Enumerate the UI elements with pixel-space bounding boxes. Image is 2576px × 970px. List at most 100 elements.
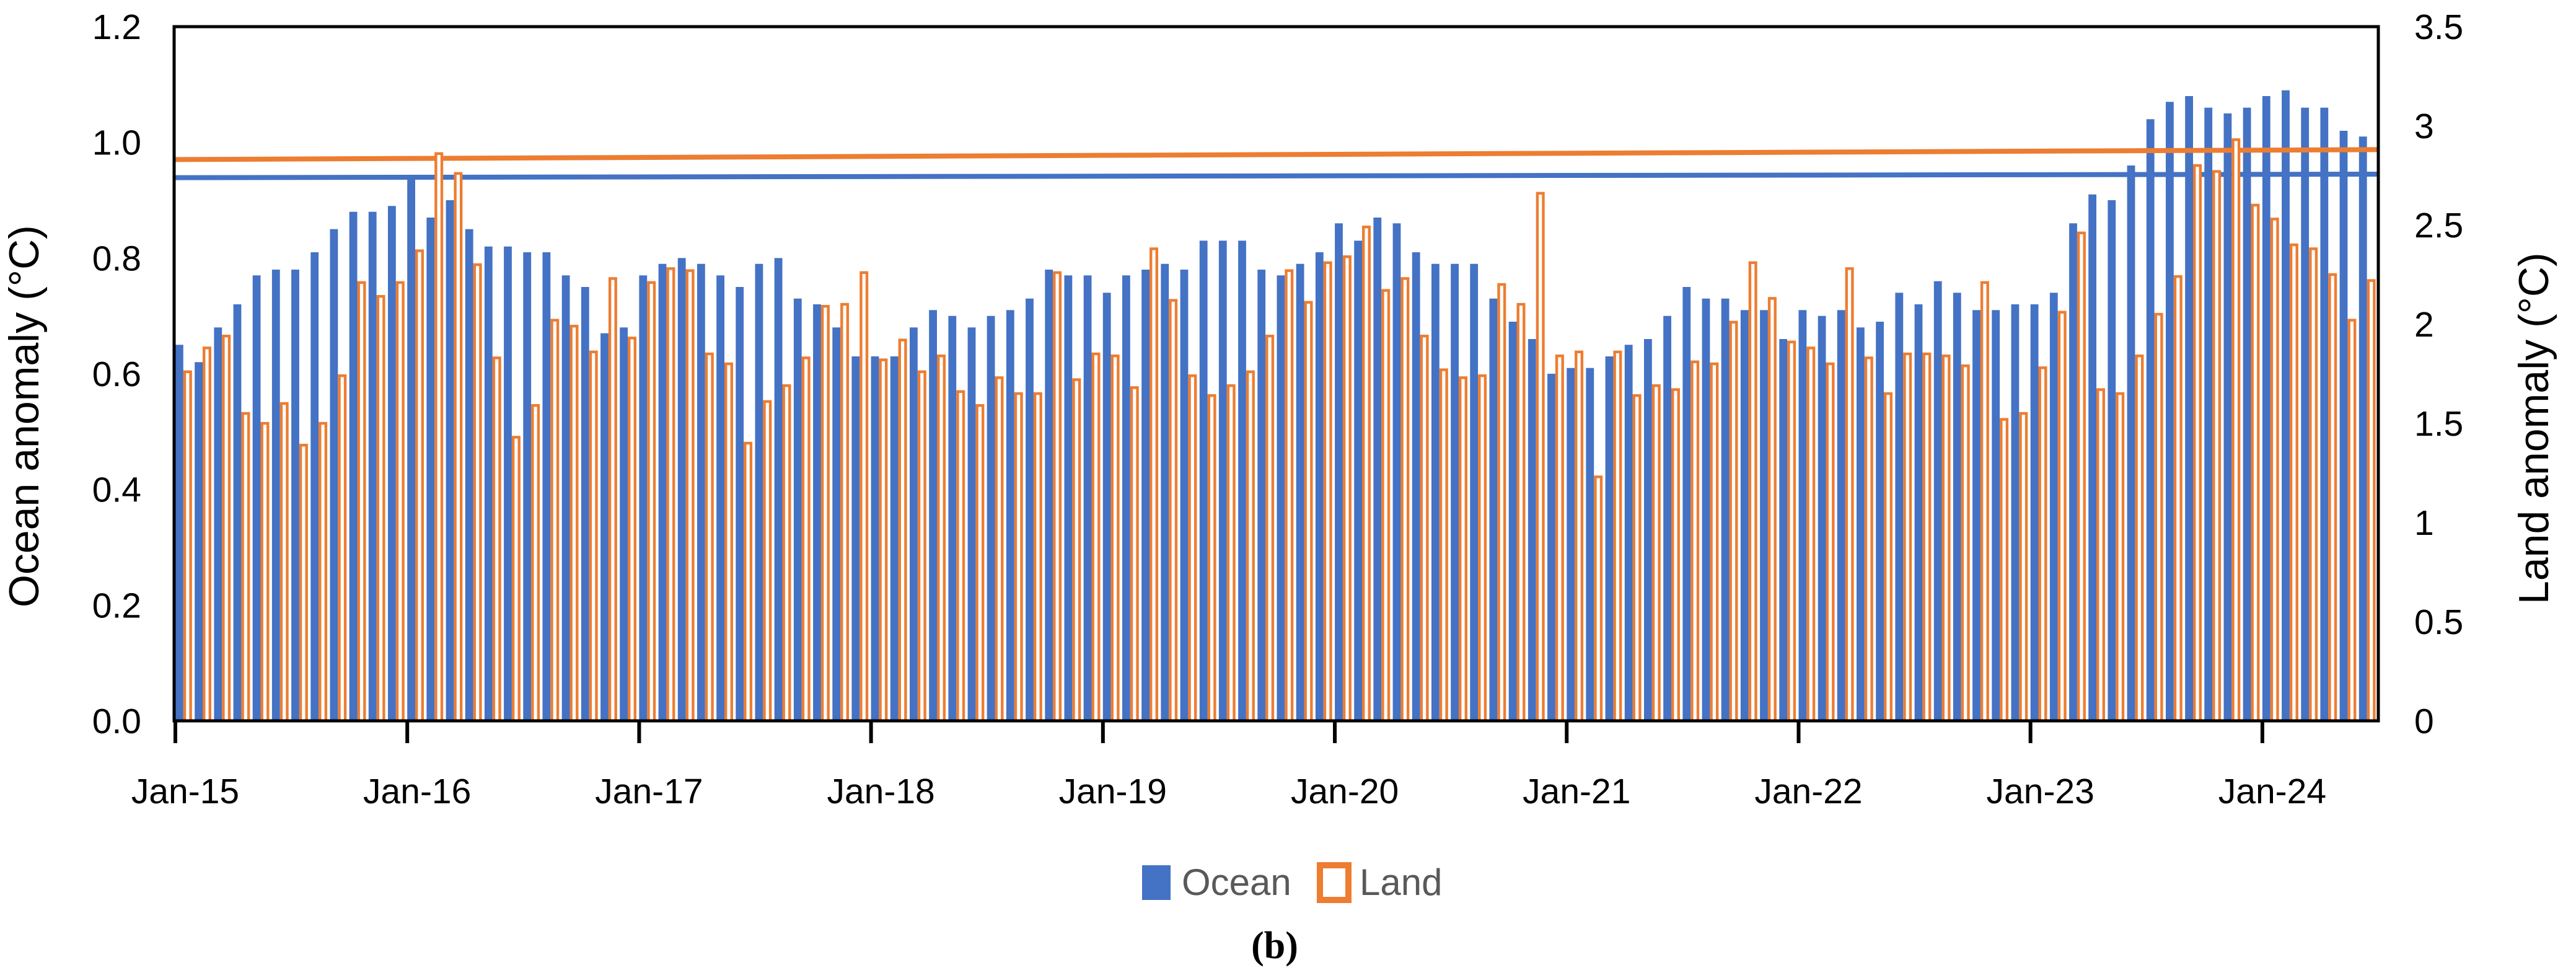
bar-ocean-51 — [1161, 263, 1169, 721]
bar-ocean-61 — [1354, 240, 1362, 721]
bar-land-23 — [628, 337, 637, 723]
bar-land-89 — [1903, 352, 1912, 723]
bar-land-92 — [1961, 364, 1970, 723]
bar-land-82 — [1767, 297, 1777, 723]
bar-land-12 — [415, 249, 424, 723]
bar-ocean-99 — [2088, 194, 2096, 721]
bar-ocean-92 — [1953, 293, 1961, 721]
legend: Ocean Land — [1142, 862, 1442, 903]
bar-land-34 — [840, 302, 850, 723]
bar-ocean-85 — [1818, 315, 1826, 721]
left-tick-label: 0.0 — [92, 702, 141, 741]
bar-ocean-71 — [1547, 374, 1555, 721]
bar-land-27 — [705, 352, 714, 723]
bar-land-48 — [1110, 355, 1120, 723]
bar-ocean-41 — [967, 327, 976, 721]
bar-land-6 — [299, 444, 308, 723]
bar-ocean-50 — [1141, 270, 1150, 721]
bar-ocean-86 — [1837, 310, 1845, 721]
bar-ocean-48 — [1102, 293, 1111, 721]
bar-ocean-7 — [310, 252, 319, 721]
bar-land-26 — [685, 269, 695, 723]
bar-land-71 — [1555, 355, 1564, 723]
plot-frame — [172, 25, 2380, 743]
bar-land-51 — [1169, 299, 1178, 723]
x-tick-label: Jan-18 — [827, 772, 934, 811]
bar-ocean-65 — [1431, 263, 1440, 721]
bar-land-94 — [2000, 418, 2009, 723]
bar-ocean-34 — [832, 327, 841, 721]
bar-land-68 — [1497, 283, 1506, 723]
bar-land-102 — [2154, 312, 2163, 723]
bar-land-87 — [1864, 356, 1873, 723]
bar-land-7 — [319, 421, 328, 723]
bar-land-14 — [454, 172, 463, 723]
right-tick-label: 2.5 — [2414, 206, 2463, 245]
bar-ocean-40 — [948, 315, 957, 721]
bar-ocean-78 — [1682, 287, 1691, 721]
bar-land-77 — [1671, 388, 1680, 723]
bar-land-1 — [203, 346, 212, 723]
bar-land-11 — [395, 281, 405, 723]
bar-ocean-95 — [2011, 304, 2020, 721]
bar-land-83 — [1787, 340, 1796, 723]
bar-land-22 — [608, 277, 617, 723]
bar-ocean-75 — [1624, 345, 1633, 721]
bar-land-43 — [1014, 392, 1023, 723]
figure-caption: (b) — [1251, 925, 1298, 967]
bar-land-15 — [473, 263, 482, 723]
bar-ocean-76 — [1644, 339, 1652, 721]
bar-land-81 — [1748, 261, 1757, 723]
bar-land-0 — [183, 370, 192, 723]
bar-land-58 — [1304, 301, 1313, 723]
bar-land-110 — [2309, 247, 2318, 723]
bar-land-31 — [782, 384, 791, 723]
bar-land-79 — [1710, 362, 1719, 723]
bar-ocean-106 — [2223, 113, 2232, 721]
bar-land-3 — [241, 412, 250, 723]
bar-land-74 — [1613, 350, 1622, 723]
bar-ocean-47 — [1083, 275, 1092, 721]
bar-land-72 — [1575, 350, 1584, 723]
bar-ocean-74 — [1605, 356, 1614, 721]
bar-land-85 — [1826, 362, 1835, 723]
bar-ocean-35 — [851, 356, 860, 721]
left-tick-label: 0.6 — [92, 355, 141, 394]
bar-land-88 — [1883, 392, 1892, 723]
bar-land-37 — [898, 338, 907, 723]
x-tick-label: Jan-21 — [1523, 772, 1630, 811]
bar-ocean-18 — [523, 252, 532, 721]
legend-land-swatch-icon — [1317, 862, 1352, 903]
bar-ocean-83 — [1779, 339, 1788, 721]
bar-land-107 — [2251, 203, 2260, 723]
bar-ocean-107 — [2243, 107, 2251, 721]
bar-ocean-102 — [2146, 119, 2155, 721]
land-reference-line — [174, 147, 2379, 162]
bar-land-90 — [1922, 352, 1932, 723]
bar-ocean-81 — [1740, 310, 1749, 721]
bar-land-30 — [763, 400, 772, 723]
bar-land-103 — [2173, 275, 2183, 723]
bar-ocean-54 — [1218, 240, 1227, 721]
bar-land-24 — [647, 281, 656, 723]
ocean-bars — [175, 90, 2367, 721]
bar-land-8 — [338, 374, 347, 723]
bar-land-62 — [1381, 289, 1391, 723]
bar-ocean-84 — [1798, 310, 1807, 721]
bar-land-29 — [744, 441, 753, 723]
right-axis-tick-labels: 0 0.5 1 1.5 2 2.5 3 3.5 — [2414, 7, 2463, 741]
bar-land-10 — [376, 295, 385, 723]
bar-ocean-27 — [697, 263, 705, 721]
bar-ocean-91 — [1933, 281, 1942, 721]
bar-land-5 — [279, 402, 289, 723]
plot-border — [172, 25, 2380, 723]
bar-ocean-62 — [1373, 218, 1382, 721]
bar-ocean-32 — [793, 298, 802, 721]
bar-ocean-28 — [716, 275, 724, 721]
bar-ocean-72 — [1567, 368, 1575, 721]
bar-land-40 — [956, 390, 965, 723]
bar-ocean-69 — [1508, 322, 1517, 721]
bar-land-80 — [1729, 320, 1738, 723]
bar-ocean-1 — [195, 362, 203, 721]
reference-lines — [174, 147, 2379, 180]
